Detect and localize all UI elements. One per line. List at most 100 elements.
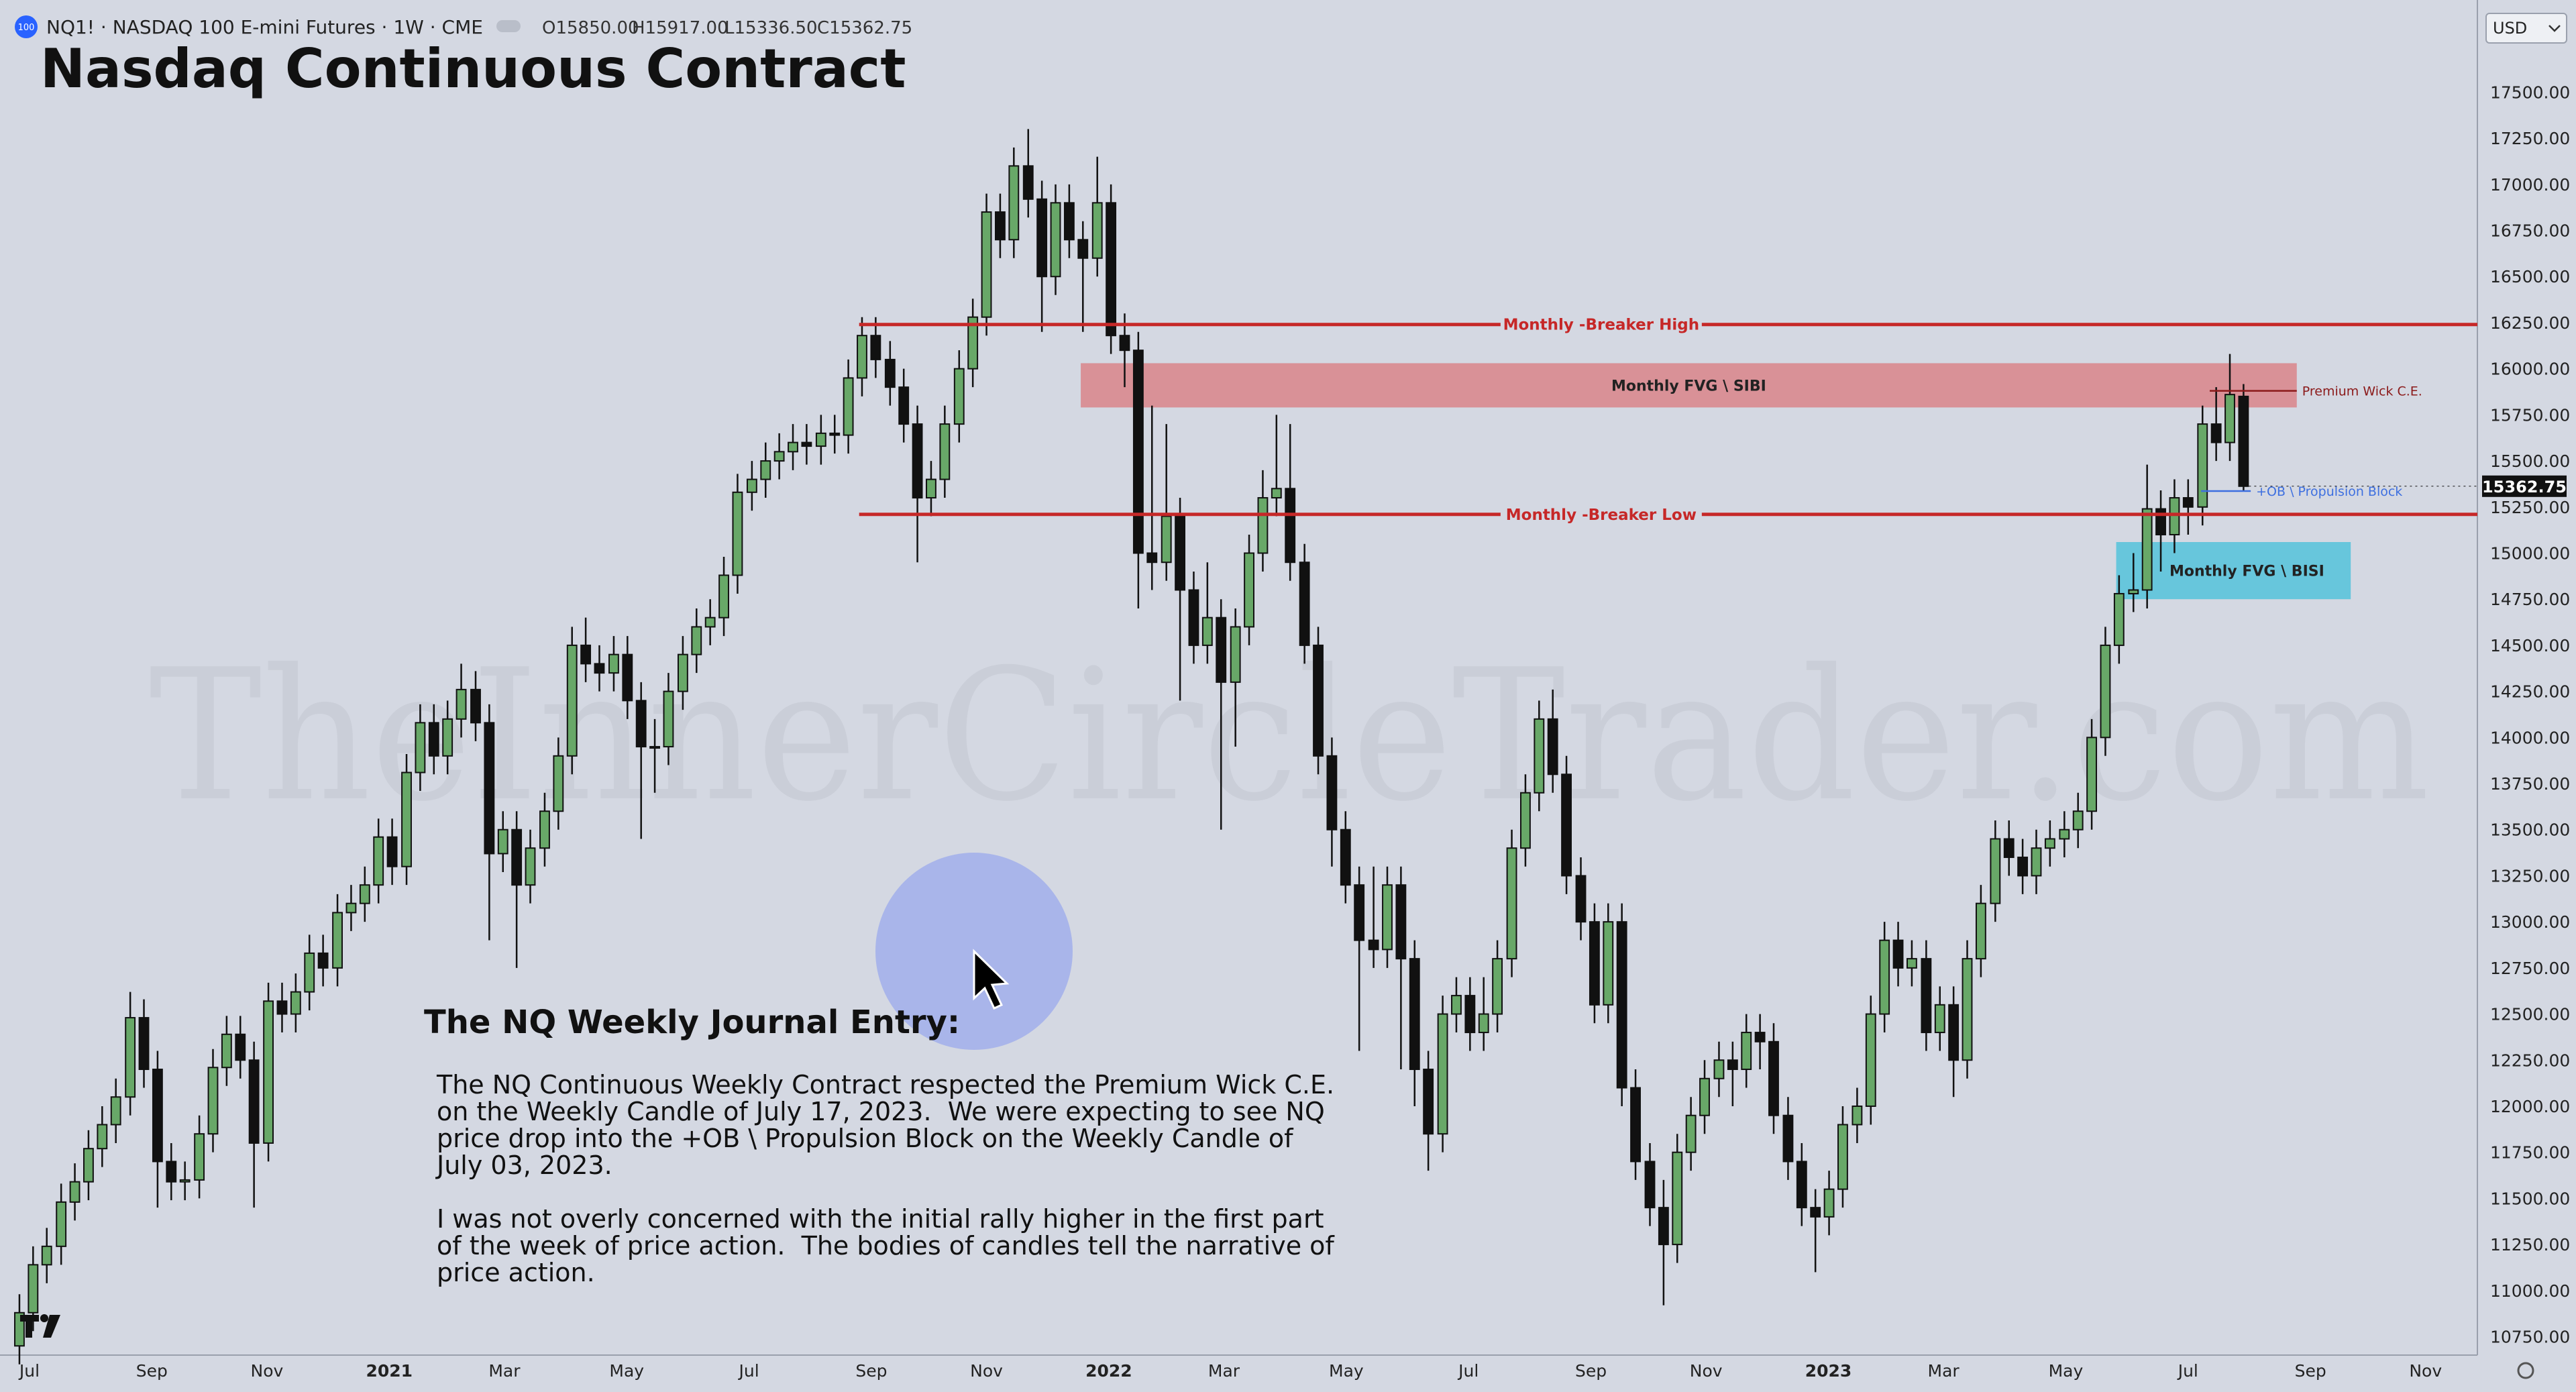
candle-body: [718, 574, 729, 619]
candle-body: [497, 828, 508, 855]
candle-body: [1175, 515, 1186, 591]
candle-body: [2182, 497, 2194, 508]
candle-body: [829, 432, 841, 436]
candle-body: [484, 722, 495, 855]
currency-selector[interactable]: [2485, 13, 2567, 44]
candle-body: [194, 1133, 205, 1181]
candle-body: [884, 358, 896, 388]
candle-body: [1589, 921, 1600, 1006]
candle-body: [939, 423, 951, 480]
candle-body: [1285, 488, 1296, 564]
candle-body: [1713, 1059, 1725, 1079]
candle-body: [553, 755, 564, 812]
candle-body: [304, 952, 315, 993]
candle-body: [1616, 921, 1627, 1089]
ohlc-high: H15917.00: [632, 18, 729, 38]
candle-body: [843, 377, 854, 436]
journal-line: on the Weekly Candle of July 17, 2023. W…: [437, 1097, 1325, 1126]
candle-body: [1934, 1004, 1945, 1034]
annotation-label: Monthly -Breaker High: [1503, 317, 1699, 334]
candle-body: [2072, 810, 2084, 831]
candle-body: [2210, 423, 2222, 443]
candle-body: [110, 1096, 121, 1126]
annotation-label: Premium Wick C.E.: [2302, 384, 2422, 399]
candle-body: [1782, 1114, 1794, 1163]
candle-body: [525, 847, 536, 886]
candle-body: [1244, 552, 1254, 628]
candle-body: [1879, 939, 1890, 1015]
settings-button[interactable]: [2517, 1362, 2534, 1379]
candle-body: [28, 1264, 39, 1314]
y-tick-label: 11000.00: [2490, 1281, 2570, 1301]
candle-body: [566, 644, 578, 757]
x-tick-label: Mar: [1208, 1361, 1240, 1381]
candle-body: [2100, 644, 2111, 739]
zone: [2116, 542, 2351, 600]
currency-label: USD: [2493, 19, 2527, 38]
candle-body: [1685, 1114, 1697, 1153]
candle-body: [967, 316, 979, 370]
candle-body: [1837, 1124, 1848, 1190]
candle-body: [1216, 617, 1227, 683]
y-tick-label: 16750.00: [2490, 221, 2570, 241]
x-tick-label: May: [609, 1361, 644, 1381]
ohlc-legend: O15850.00 H15917.00 L15336.50 C15362.75: [542, 18, 912, 38]
candle-body: [1796, 1161, 1807, 1209]
candle-body: [1672, 1151, 1683, 1246]
candle-body: [649, 746, 661, 749]
tradingview-logo: [20, 1314, 60, 1338]
candle-body: [2031, 847, 2042, 877]
last-price-box: [2482, 475, 2567, 497]
candle-body: [1395, 884, 1407, 960]
journal-line: price action.: [437, 1258, 595, 1287]
candle-body: [2113, 592, 2125, 646]
plot-area: Monthly -Breaker High Monthly -Breaker Lo…: [14, 129, 2477, 1364]
candle-body: [69, 1181, 80, 1203]
ohlc-open: O15850.00: [542, 18, 639, 38]
journal-line: The NQ Continuous Weekly Contract respec…: [436, 1070, 1334, 1100]
candle-body: [2141, 508, 2153, 591]
annotation-label: +OB \ Propulsion Block: [2256, 484, 2402, 499]
annotation-label: Monthly FVG \ SIBI: [1611, 378, 1766, 394]
candle-body: [608, 653, 619, 674]
y-tick-label: 12250.00: [2490, 1051, 2570, 1070]
candle-body: [511, 828, 523, 886]
candle-body: [455, 688, 467, 720]
candle-body: [1892, 939, 1904, 969]
y-tick-label: 10750.00: [2490, 1328, 2570, 1347]
candle-body: [1188, 589, 1199, 646]
candle-body: [345, 902, 357, 914]
candle-body: [2224, 394, 2235, 443]
candle-body: [1851, 1105, 1863, 1126]
candle-body: [125, 1017, 136, 1098]
y-tick-label: 12500.00: [2490, 1005, 2570, 1024]
candle-body: [83, 1148, 94, 1183]
candle-body: [1063, 202, 1075, 241]
y-tick-label: 11250.00: [2490, 1235, 2570, 1254]
logo-part: [43, 1315, 60, 1338]
x-tick-label: Mar: [1928, 1361, 1960, 1381]
candle-body: [953, 368, 965, 425]
journal-heading: The NQ Weekly Journal Entry:: [424, 1004, 960, 1041]
candle-body: [663, 690, 674, 748]
candle-body: [1865, 1013, 1876, 1107]
collapse-pill[interactable]: [496, 20, 521, 32]
candle-body: [1008, 165, 1020, 241]
candle-body: [401, 771, 412, 867]
candle-body: [263, 1000, 274, 1144]
candle-body: [981, 211, 992, 318]
y-tick-label: 12000.00: [2490, 1097, 2570, 1116]
candle-body: [2086, 737, 2098, 812]
y-tick-label: 14000.00: [2490, 728, 2570, 747]
candle-body: [248, 1059, 260, 1144]
x-tick-label: Nov: [1690, 1361, 1723, 1381]
candle-body: [207, 1067, 219, 1135]
cursor: [973, 949, 1010, 1010]
candle-body: [1990, 838, 2001, 904]
candle-body: [1727, 1059, 1738, 1071]
candle-body: [179, 1179, 191, 1183]
x-tick-label: Nov: [251, 1361, 284, 1381]
candle-body: [1409, 958, 1420, 1071]
candle-body: [760, 460, 771, 480]
candle-body: [1561, 773, 1572, 877]
